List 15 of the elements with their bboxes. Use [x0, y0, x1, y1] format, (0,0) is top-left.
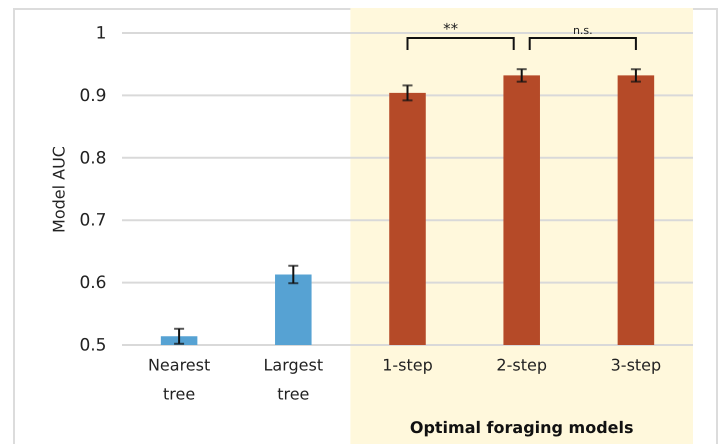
y-tick-label: 1 [96, 24, 106, 44]
x-tick-label: 2-step [496, 356, 547, 374]
y-tick-label: 0.9 [79, 86, 106, 106]
annotation: ** [443, 20, 459, 38]
y-tick-label: 0.5 [79, 336, 106, 356]
x-tick-label: Nearest tree [148, 356, 210, 404]
annotation: n.s. [572, 24, 593, 37]
y-tick-label: 0.7 [79, 210, 106, 231]
y-tick-label: 0.6 [79, 273, 106, 294]
y-tick-label: 0.8 [79, 148, 106, 168]
x-tick-label: Largest tree [263, 356, 324, 404]
x-tick-label: 3-step [610, 356, 662, 374]
band-label: Optimal foraging models [410, 418, 634, 437]
y-axis-title: Model AUC [49, 146, 68, 233]
x-tick-label: 1-step [382, 356, 433, 374]
